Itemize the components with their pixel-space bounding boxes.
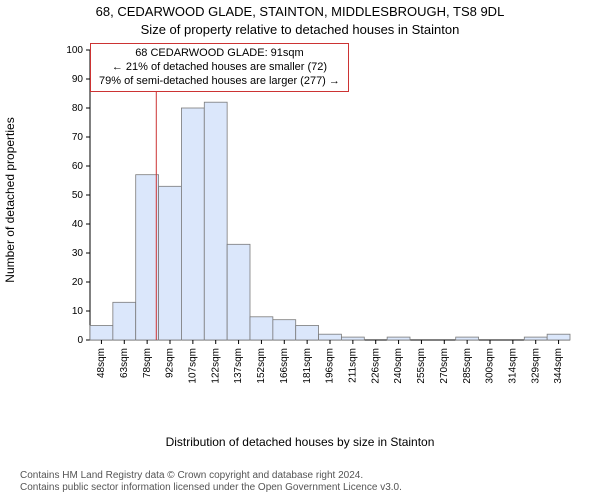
x-axis-label: Distribution of detached houses by size …	[0, 435, 600, 449]
attribution-line1: Contains HM Land Registry data © Crown c…	[20, 470, 580, 482]
svg-text:40: 40	[72, 219, 84, 230]
svg-text:0: 0	[77, 335, 83, 346]
histogram-chart: 0 10 20 30 40 50 60 70 80 90 100 48sqm 63sqm 78sqm 92s…	[60, 40, 580, 400]
svg-text:329sqm: 329sqm	[530, 348, 541, 384]
svg-text:48sqm: 48sqm	[96, 348, 107, 378]
svg-text:122sqm: 122sqm	[210, 348, 221, 384]
attribution-text: Contains HM Land Registry data © Crown c…	[20, 470, 580, 494]
main-title: 68, CEDARWOOD GLADE, STAINTON, MIDDLESBR…	[0, 4, 600, 19]
annotation-box: 68 CEDARWOOD GLADE: 91sqm ← 21% of detac…	[90, 43, 349, 92]
sub-title: Size of property relative to detached ho…	[0, 22, 600, 37]
svg-text:285sqm: 285sqm	[462, 348, 473, 384]
y-axis-label: Number of detached properties	[3, 117, 17, 282]
svg-text:80: 80	[72, 103, 84, 114]
svg-text:92sqm: 92sqm	[165, 348, 176, 378]
svg-text:10: 10	[72, 306, 84, 317]
svg-text:107sqm: 107sqm	[187, 348, 198, 384]
svg-text:314sqm: 314sqm	[507, 348, 518, 384]
svg-text:63sqm: 63sqm	[119, 348, 130, 378]
svg-text:152sqm: 152sqm	[256, 348, 267, 384]
svg-text:100: 100	[66, 45, 83, 56]
svg-text:344sqm: 344sqm	[553, 348, 564, 384]
svg-text:137sqm: 137sqm	[233, 348, 244, 384]
svg-text:226sqm: 226sqm	[370, 348, 381, 384]
svg-text:211sqm: 211sqm	[347, 348, 358, 383]
attribution-line2: Contains public sector information licen…	[20, 482, 580, 494]
annotation-line3: 79% of semi-detached houses are larger (…	[99, 75, 340, 89]
svg-text:181sqm: 181sqm	[302, 348, 313, 384]
svg-text:90: 90	[72, 74, 84, 85]
svg-text:240sqm: 240sqm	[393, 348, 404, 384]
svg-text:78sqm: 78sqm	[142, 348, 153, 378]
svg-text:20: 20	[72, 277, 84, 288]
svg-text:30: 30	[72, 248, 84, 259]
annotation-line2: ← 21% of detached houses are smaller (72…	[99, 61, 340, 75]
svg-text:166sqm: 166sqm	[279, 348, 290, 384]
svg-text:300sqm: 300sqm	[485, 348, 496, 384]
svg-text:270sqm: 270sqm	[439, 348, 450, 384]
svg-text:255sqm: 255sqm	[416, 348, 427, 384]
annotation-line1: 68 CEDARWOOD GLADE: 91sqm	[99, 47, 340, 61]
svg-text:60: 60	[72, 161, 84, 172]
svg-text:196sqm: 196sqm	[325, 348, 336, 384]
svg-text:50: 50	[72, 190, 84, 201]
svg-text:70: 70	[72, 132, 84, 143]
